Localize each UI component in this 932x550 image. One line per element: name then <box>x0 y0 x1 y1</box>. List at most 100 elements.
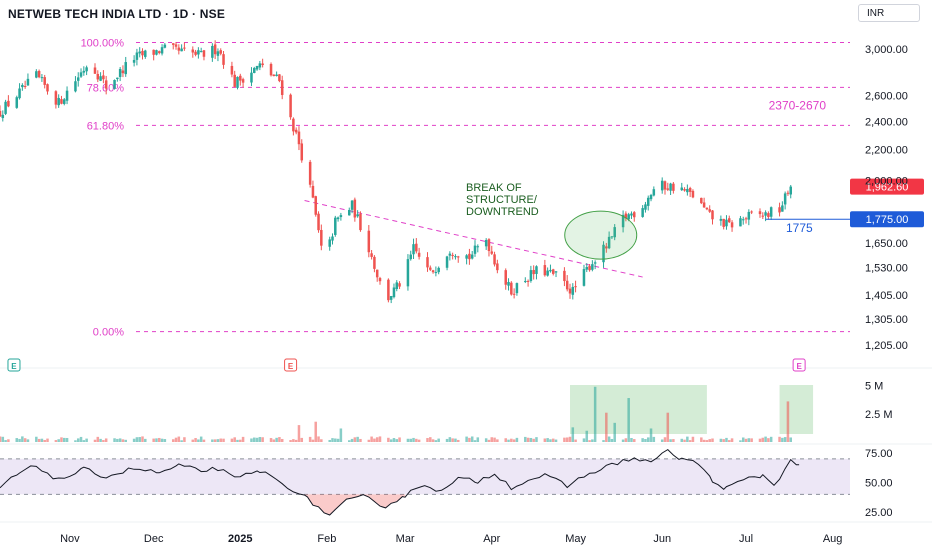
candle-body[interactable] <box>532 269 535 275</box>
candle-body[interactable] <box>739 218 742 227</box>
candle-body[interactable] <box>191 49 195 53</box>
y-axis[interactable]: 3,000.00 2,600.00 2,400.00 2,200.00 2,000.00… <box>865 44 908 352</box>
candle-body[interactable] <box>0 110 2 117</box>
candle-body[interactable] <box>300 143 304 161</box>
candle-body[interactable] <box>434 272 438 274</box>
candle-body[interactable] <box>99 76 102 81</box>
candle-body[interactable] <box>454 256 457 258</box>
candle-body[interactable] <box>278 74 281 82</box>
candle-body[interactable] <box>473 245 477 254</box>
candle-body[interactable] <box>158 51 161 53</box>
candle-body[interactable] <box>512 293 516 295</box>
candle-body[interactable] <box>767 213 770 217</box>
candle-body[interactable] <box>76 77 80 81</box>
candle-body[interactable] <box>669 183 672 191</box>
candle-body[interactable] <box>255 65 259 70</box>
candle-body[interactable] <box>565 280 569 290</box>
candle-body[interactable] <box>21 84 24 88</box>
candle-body[interactable] <box>116 77 119 80</box>
candle-body[interactable] <box>222 54 225 65</box>
candle-body[interactable] <box>445 256 449 268</box>
candle-body[interactable] <box>546 270 549 276</box>
candle-body[interactable] <box>275 74 278 77</box>
candle-body[interactable] <box>141 50 144 56</box>
candle-body[interactable] <box>1 114 5 119</box>
candle-body[interactable] <box>591 264 594 270</box>
candle-body[interactable] <box>239 75 242 81</box>
candle-body[interactable] <box>468 253 471 260</box>
candle-body[interactable] <box>789 186 792 195</box>
candle-body[interactable] <box>691 190 695 198</box>
candle-body[interactable] <box>297 131 301 145</box>
candle-body[interactable] <box>711 210 714 220</box>
candle-body[interactable] <box>554 271 558 273</box>
candle-body[interactable] <box>85 67 88 72</box>
candle-body[interactable] <box>571 286 575 295</box>
candle-body[interactable] <box>680 187 684 191</box>
candle-body[interactable] <box>730 222 734 228</box>
candle-body[interactable] <box>177 47 181 51</box>
candle-body[interactable] <box>747 211 751 220</box>
candle-body[interactable] <box>708 209 711 212</box>
candle-body[interactable] <box>311 185 315 198</box>
candle-body[interactable] <box>610 236 614 238</box>
candle-body[interactable] <box>392 287 396 298</box>
candle-body[interactable] <box>152 49 155 55</box>
candle-body[interactable] <box>202 50 206 57</box>
candle-body[interactable] <box>43 77 46 85</box>
candle-body[interactable] <box>630 213 633 216</box>
candle-body[interactable] <box>688 188 692 192</box>
candle-body[interactable] <box>649 195 653 200</box>
candle-body[interactable] <box>194 51 197 55</box>
candle-body[interactable] <box>26 78 30 86</box>
candle-body[interactable] <box>652 189 656 196</box>
candle-body[interactable] <box>331 236 334 241</box>
earnings-marker[interactable]: E <box>792 358 806 372</box>
candle-body[interactable] <box>515 283 519 294</box>
last-price-tag[interactable] <box>850 178 924 195</box>
candle-body[interactable] <box>65 90 69 101</box>
candle-body[interactable] <box>60 99 63 104</box>
candle-body[interactable] <box>199 51 203 53</box>
candle-body[interactable] <box>666 188 670 190</box>
candle-body[interactable] <box>387 279 390 301</box>
candle-body[interactable] <box>605 246 608 249</box>
candle-body[interactable] <box>398 283 401 287</box>
candle-body[interactable] <box>356 214 359 217</box>
candle-body[interactable] <box>750 211 753 213</box>
candle-body[interactable] <box>781 205 784 212</box>
candles-layer[interactable] <box>0 40 792 304</box>
candle-body[interactable] <box>124 62 127 75</box>
candle-body[interactable] <box>725 219 728 227</box>
candle-body[interactable] <box>758 211 762 215</box>
candle-body[interactable] <box>314 196 317 215</box>
candle-body[interactable] <box>741 219 745 221</box>
candle-body[interactable] <box>280 80 284 95</box>
candle-body[interactable] <box>46 84 49 92</box>
candle-body[interactable] <box>529 270 533 281</box>
candle-body[interactable] <box>585 267 589 270</box>
candle-body[interactable] <box>702 202 706 208</box>
candle-body[interactable] <box>510 282 513 295</box>
candle-body[interactable] <box>294 129 298 133</box>
candle-body[interactable] <box>378 278 382 282</box>
candle-body[interactable] <box>526 280 530 282</box>
candle-body[interactable] <box>663 181 667 190</box>
candle-body[interactable] <box>336 217 340 220</box>
candle-body[interactable] <box>761 215 765 217</box>
candle-body[interactable] <box>493 254 496 265</box>
candle-body[interactable] <box>607 236 611 249</box>
candle-body[interactable] <box>728 218 731 223</box>
candle-body[interactable] <box>487 239 491 252</box>
candle-body[interactable] <box>250 72 253 83</box>
candle-body[interactable] <box>627 214 630 220</box>
candle-body[interactable] <box>524 280 527 282</box>
candle-body[interactable] <box>700 197 703 204</box>
candle-body[interactable] <box>74 81 77 92</box>
candle-body[interactable] <box>308 161 312 185</box>
candle-body[interactable] <box>456 256 460 258</box>
candle-body[interactable] <box>367 230 371 253</box>
candle-body[interactable] <box>633 212 636 218</box>
candle-body[interactable] <box>289 94 292 118</box>
earnings-marker[interactable]: E <box>7 358 21 372</box>
